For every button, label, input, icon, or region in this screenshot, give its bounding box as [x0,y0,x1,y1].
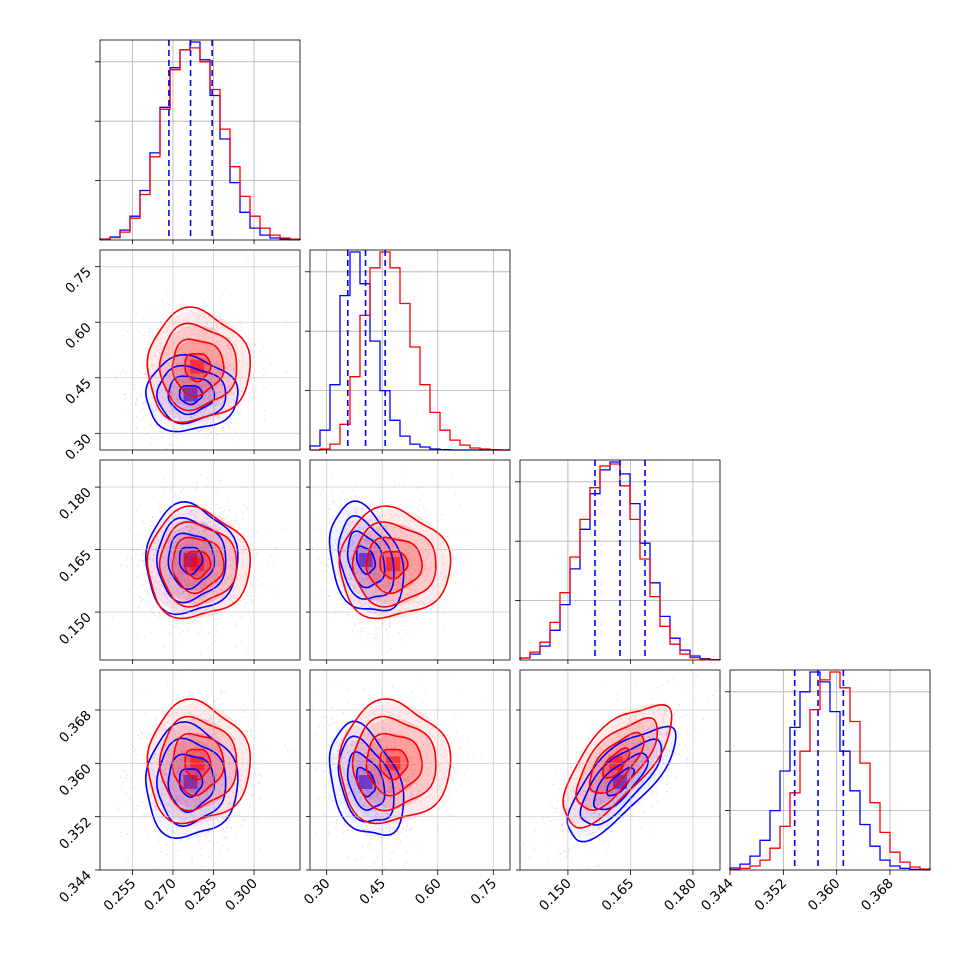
panel-frame [519,669,721,871]
panel-background [100,250,300,450]
red-contour [158,322,238,412]
red-contour [184,550,212,580]
panel-frame [99,669,301,871]
panel-content [311,471,474,653]
red-contour [146,505,252,620]
blue-contour [178,385,204,406]
red-density-peak [190,557,205,572]
x-tick-label: 0.150 [536,876,575,915]
red-contour [365,536,423,595]
y-tick-label: 0.75 [62,264,95,297]
y-tick-label: 0.30 [62,431,95,464]
scatter-panel-1-3 [309,669,511,871]
hist-panel-3 [725,669,931,871]
x-tick-label: 0.270 [141,876,180,915]
scatter-panel-0-3 [99,669,301,871]
red-histogram [310,251,510,451]
y-tick-label: 0.165 [56,547,95,586]
red-contour [379,550,409,580]
x-tick-label: 0.60 [412,876,445,909]
x-tick-label: 0.45 [356,876,389,909]
red-histogram [99,47,301,240]
panel-frame [519,459,721,661]
panel-frame [99,249,301,451]
blue-contour [356,545,377,576]
red-contour [158,521,238,608]
blue-contour [167,753,216,814]
panel-frame [729,669,931,871]
blue-contour [178,546,204,576]
panel-background [310,460,510,660]
x-tick-label: 0.285 [182,876,221,915]
panel-background [100,40,300,240]
x-tick-label: 0.352 [752,876,791,915]
y-tick-label: 0.150 [56,610,95,649]
blue-density-peak [358,775,373,789]
x-tick-label: 0.165 [599,876,638,915]
blue-contour [579,738,663,826]
blue-scatter-points [105,477,277,652]
y-tick-label: 0.60 [62,320,95,353]
red-histogram [729,671,931,871]
blue-contour [356,766,377,798]
scatter-panel-2-3 [519,669,721,871]
red-contour [602,747,631,779]
blue-contour [155,737,227,828]
blue-density-peak [358,553,373,567]
y-tick-label: 0.360 [56,761,95,800]
blue-contour [144,500,239,616]
hist-panel-0 [95,39,301,241]
y-tick-label: 0.352 [56,814,95,853]
panel-frame [309,459,511,661]
red-contour [575,716,659,812]
scatter-panel-0-2 [99,459,301,661]
blue-contour [566,725,677,843]
panel-background [310,670,510,870]
hist-panel-2 [515,459,721,661]
red-contour [146,306,252,424]
blue-contour [337,515,395,600]
red-contour [338,505,452,620]
scatter-panel-0-1 [99,249,301,451]
y-tick-label: 0.45 [62,375,95,408]
x-tick-label: 0.180 [661,876,700,915]
panel-background [310,250,510,450]
x-tick-label: 0.30 [301,876,334,909]
blue-contour [337,735,395,823]
red-contour [588,731,645,795]
x-tick-label: 0.255 [101,876,140,915]
red-contour [351,521,437,608]
red-contour [562,703,673,829]
scatter-panel-1-2 [309,459,511,661]
x-tick-label: 0.75 [468,876,501,909]
blue-density-peak [183,387,198,402]
blue-contour [178,768,204,799]
y-tick-label: 0.344 [56,868,95,907]
x-tick-label: 0.344 [698,876,737,915]
blue-contour [346,530,386,589]
red-contour [171,536,225,595]
x-tick-label: 0.300 [222,876,261,915]
panel-frame [99,459,301,661]
panel-frame [99,39,301,241]
blue-histogram [729,671,931,871]
x-tick-label: 0.368 [858,876,897,915]
y-tick-label: 0.180 [56,485,95,524]
red-contour [171,338,225,398]
panel-frame [309,669,511,871]
x-tick-label: 0.360 [805,876,844,915]
hist-panel-1 [305,249,511,451]
panel-frame [309,249,511,451]
blue-contour [167,532,216,591]
y-tick-label: 0.368 [56,708,95,747]
